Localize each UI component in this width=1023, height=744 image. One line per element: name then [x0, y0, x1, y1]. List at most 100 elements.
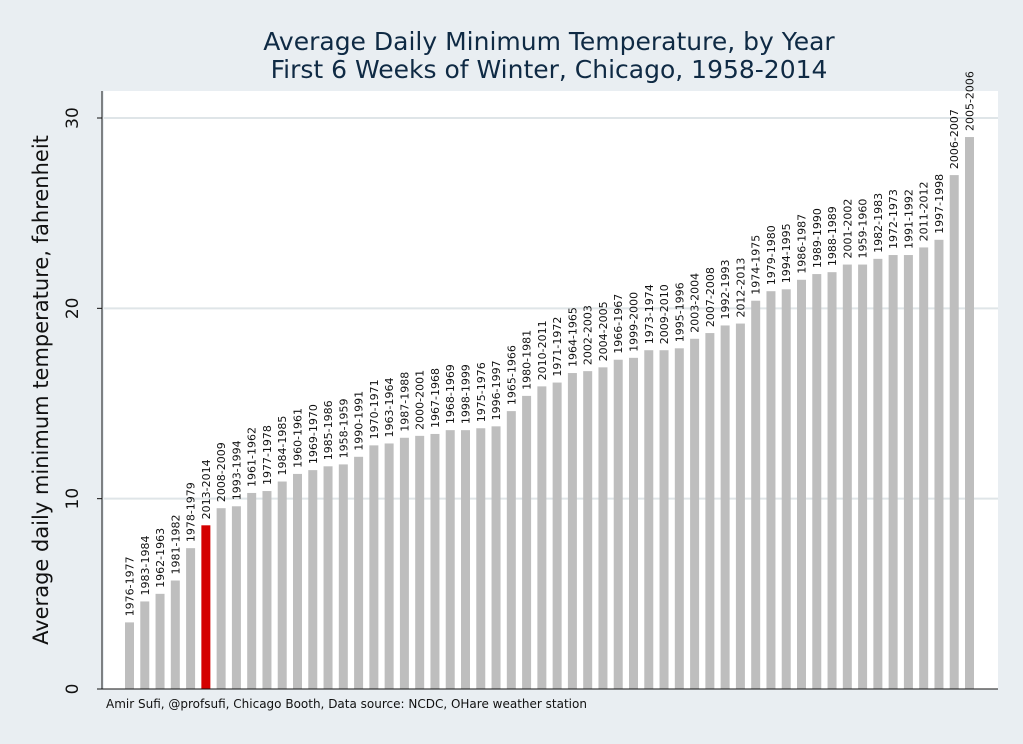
- bar: [751, 300, 761, 689]
- bar-label: 1963-1964: [383, 378, 396, 438]
- bar-label: 2009-2010: [658, 284, 671, 344]
- bar-label: 1973-1974: [643, 284, 656, 344]
- bar-label: 2003-2004: [689, 273, 702, 333]
- bar-label: 1989-1990: [811, 208, 824, 268]
- bar: [629, 357, 638, 689]
- chart-caption: Amir Sufi, @profsufi, Chicago Booth, Dat…: [106, 697, 587, 711]
- bar-label: 2007-2008: [704, 267, 717, 327]
- bar-label: 1980-1981: [521, 330, 534, 390]
- bar: [567, 373, 577, 689]
- bar: [812, 274, 822, 689]
- bar-label: 1977-1978: [261, 425, 274, 485]
- bar-label: 1986-1987: [796, 214, 809, 274]
- bar: [186, 548, 196, 689]
- bar-label: 2013-2014: [200, 459, 213, 519]
- bar-label: 1968-1969: [444, 364, 457, 424]
- bar: [155, 593, 165, 689]
- bar-label: 1998-1999: [460, 364, 473, 424]
- bar: [674, 348, 684, 689]
- bar: [277, 481, 287, 689]
- bar: [858, 264, 868, 689]
- chart-subtitle: First 6 Weeks of Winter, Chicago, 1958-2…: [271, 55, 828, 84]
- bar: [552, 382, 562, 689]
- y-ticks: 0 10 20 30: [63, 107, 102, 694]
- bar: [216, 508, 226, 689]
- bar-label: 1981-1982: [169, 515, 182, 575]
- bar-label: 2001-2002: [841, 199, 854, 259]
- bar-label: 2000-2001: [414, 370, 427, 430]
- bar: [491, 426, 501, 689]
- y-tick-label: 0: [63, 684, 83, 695]
- bar: [369, 445, 379, 689]
- bar-label: 1976-1977: [124, 556, 137, 616]
- bar-label: 1983-1984: [139, 535, 152, 595]
- bar-label: 1966-1967: [612, 294, 625, 354]
- bar: [537, 386, 547, 689]
- bar: [659, 350, 669, 689]
- bar: [598, 367, 608, 689]
- bar-label: 1997-1998: [933, 174, 946, 234]
- bar: [384, 443, 394, 689]
- bar-label: 2004-2005: [597, 301, 610, 361]
- bar: [354, 456, 364, 689]
- bar: [690, 338, 700, 689]
- bar: [247, 492, 257, 689]
- bar: [842, 264, 852, 689]
- bar: [781, 289, 791, 689]
- y-tick-label: 10: [63, 488, 83, 510]
- bar-label: 2012-2013: [734, 258, 747, 318]
- bar-label: 1987-1988: [398, 372, 411, 432]
- bar: [522, 395, 532, 689]
- bar: [201, 525, 211, 689]
- bar: [934, 239, 944, 689]
- bar-label: 1958-1959: [337, 398, 350, 458]
- bar-label: 1978-1979: [185, 482, 198, 542]
- y-tick-label: 20: [63, 298, 83, 320]
- bar: [965, 137, 974, 690]
- bar-label: 1961-1962: [246, 427, 259, 487]
- bar-label: 1990-1991: [353, 391, 366, 451]
- bar: [644, 350, 654, 689]
- bar-label: 1974-1975: [750, 235, 763, 295]
- bar: [140, 601, 150, 689]
- bar: [476, 428, 486, 689]
- bar: [308, 470, 318, 689]
- bar: [125, 622, 134, 689]
- bar-labels: 1976-1977 1983-1984 1962-1963 1981-19821978…: [124, 71, 977, 616]
- bar: [903, 255, 913, 690]
- bar-label: 1984-1985: [276, 416, 289, 476]
- bar-label: 1975-1976: [475, 362, 488, 422]
- bar: [797, 279, 806, 689]
- y-tick-label: 30: [63, 107, 83, 129]
- bar: [430, 433, 440, 689]
- bar-label: 1991-1992: [902, 189, 915, 249]
- bar-label: 1982-1983: [872, 193, 885, 253]
- bar-label: 1993-1994: [230, 440, 243, 500]
- bar: [919, 247, 929, 689]
- bar: [338, 464, 348, 689]
- bar: [827, 272, 837, 689]
- bar: [445, 430, 455, 689]
- bar-label: 1964-1965: [566, 307, 579, 367]
- bar-label: 2010-2011: [536, 320, 549, 380]
- y-axis-title: Average daily minimum temperature, fahre…: [29, 135, 53, 645]
- bar: [293, 473, 302, 689]
- bar-label: 1971-1972: [551, 317, 564, 377]
- bar-label: 1965-1966: [505, 345, 518, 405]
- bar: [170, 580, 180, 689]
- bar: [873, 258, 883, 689]
- bar-label: 2011-2012: [918, 181, 931, 241]
- bar-label: 2002-2003: [582, 305, 595, 365]
- bar-label: 1994-1995: [780, 223, 793, 283]
- bar-label: 1962-1963: [154, 528, 167, 588]
- bar: [399, 437, 409, 689]
- bar-label: 1999-2000: [628, 292, 641, 352]
- bar-label: 1972-1973: [887, 189, 900, 249]
- bar: [461, 430, 470, 689]
- bar: [583, 371, 593, 689]
- bar: [766, 291, 776, 689]
- bar-label: 1960-1961: [292, 408, 305, 468]
- bar: [735, 323, 745, 689]
- bar: [949, 175, 959, 690]
- bar: [720, 325, 730, 689]
